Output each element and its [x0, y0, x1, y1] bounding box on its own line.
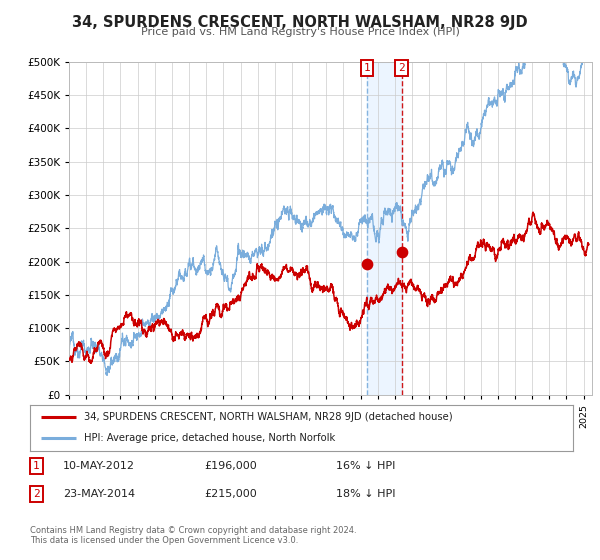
Text: Contains HM Land Registry data © Crown copyright and database right 2024.: Contains HM Land Registry data © Crown c…: [30, 526, 356, 535]
Text: 1: 1: [364, 63, 370, 73]
Bar: [367, 62, 401, 395]
Text: 16% ↓ HPI: 16% ↓ HPI: [336, 461, 395, 471]
Text: Price paid vs. HM Land Registry's House Price Index (HPI): Price paid vs. HM Land Registry's House …: [140, 27, 460, 37]
Text: HPI: Average price, detached house, North Norfolk: HPI: Average price, detached house, Nort…: [85, 433, 335, 444]
Text: 1: 1: [33, 461, 40, 471]
Text: £215,000: £215,000: [204, 489, 257, 499]
Text: This data is licensed under the Open Government Licence v3.0.: This data is licensed under the Open Gov…: [30, 536, 298, 545]
Text: 2: 2: [33, 489, 40, 499]
Text: 34, SPURDENS CRESCENT, NORTH WALSHAM, NR28 9JD: 34, SPURDENS CRESCENT, NORTH WALSHAM, NR…: [72, 15, 528, 30]
Text: £196,000: £196,000: [204, 461, 257, 471]
Text: 2: 2: [398, 63, 405, 73]
Point: [397, 247, 406, 256]
Text: 18% ↓ HPI: 18% ↓ HPI: [336, 489, 395, 499]
Text: 34, SPURDENS CRESCENT, NORTH WALSHAM, NR28 9JD (detached house): 34, SPURDENS CRESCENT, NORTH WALSHAM, NR…: [85, 412, 453, 422]
Text: 10-MAY-2012: 10-MAY-2012: [63, 461, 135, 471]
Point: [362, 260, 372, 269]
Text: 23-MAY-2014: 23-MAY-2014: [63, 489, 135, 499]
